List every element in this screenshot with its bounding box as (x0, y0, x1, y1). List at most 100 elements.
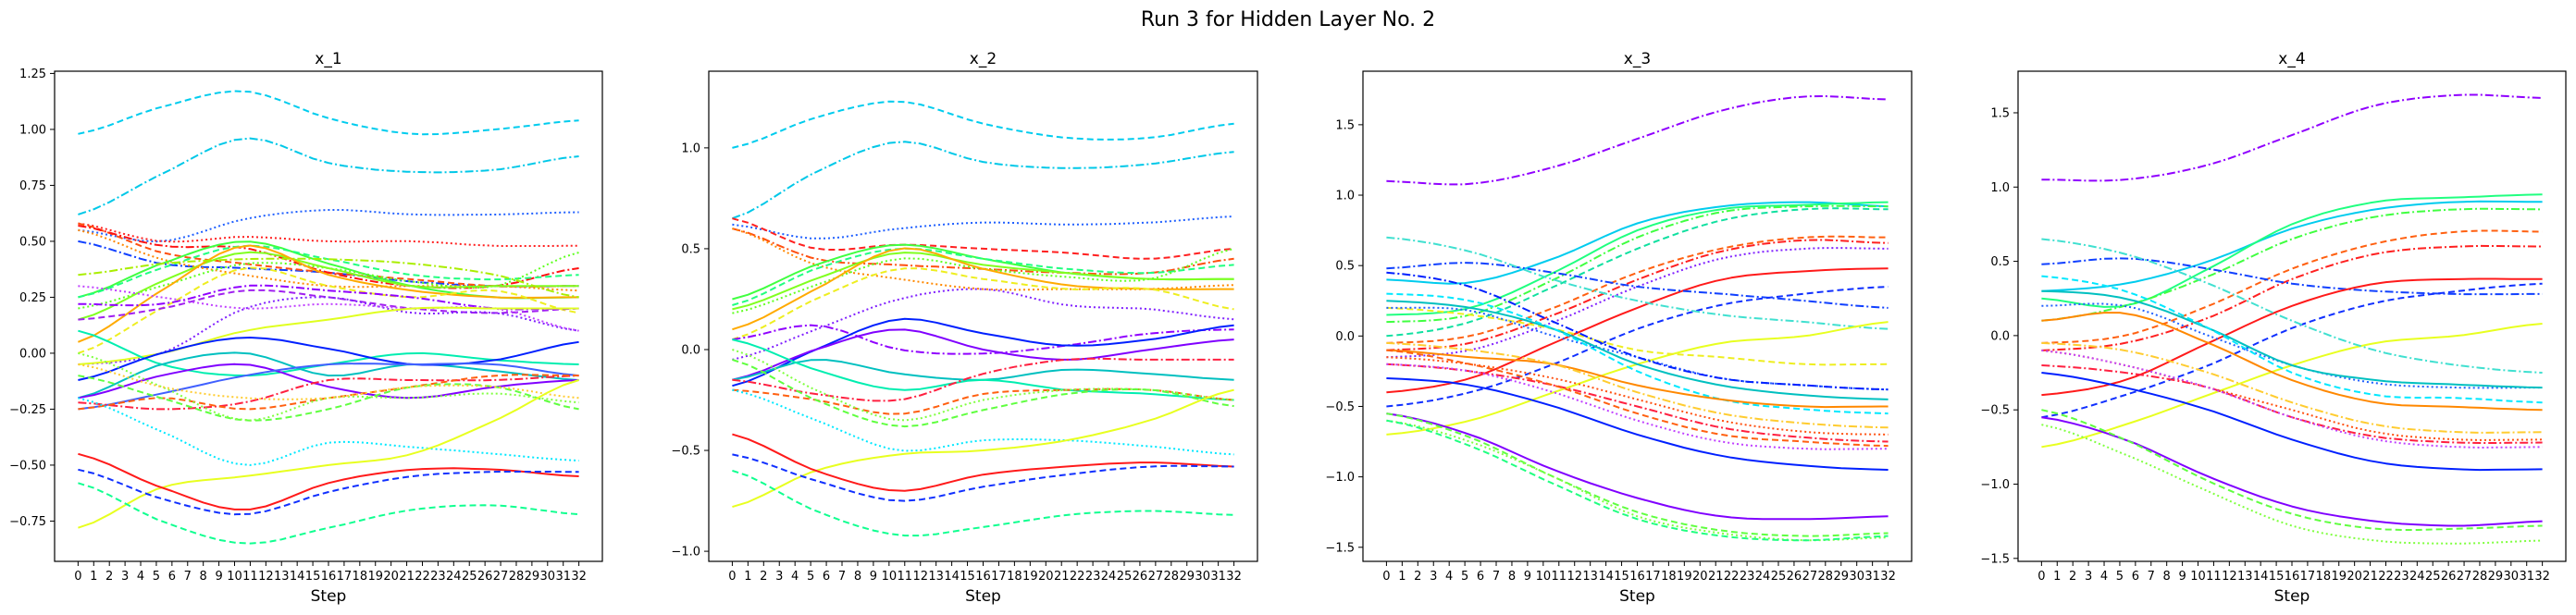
x-tick-label: 18 (2316, 570, 2332, 584)
x-tick-label: 0 (74, 570, 81, 584)
series-line-2 (78, 137, 579, 215)
x-tick-label: 28 (1164, 570, 1180, 584)
x-tick-label: 1 (90, 570, 97, 584)
axes-frame (2017, 70, 2567, 562)
series-line-9 (1386, 267, 1889, 394)
x-tick-label: 16 (321, 570, 337, 584)
y-tick-label: −0.5 (1325, 400, 1355, 414)
x-tick-label: 7 (1492, 570, 1500, 584)
series-line-28 (1386, 419, 1889, 542)
x-tick-label: 30 (2504, 570, 2520, 584)
x-tick-label: 4 (137, 570, 144, 584)
series-line-18 (732, 338, 1234, 401)
series-group (78, 90, 579, 545)
x-tick-label: 22 (1070, 570, 1085, 584)
series-line-18 (2041, 364, 2543, 444)
x-axis-label: Step (311, 587, 347, 606)
x-tick-label: 32 (1880, 570, 1896, 584)
x-tick-label: 27 (1148, 570, 1164, 584)
y-tick-label: −1.0 (1325, 471, 1355, 485)
x-axis-label: Step (2274, 587, 2310, 606)
axes-frame (708, 70, 1258, 562)
series-line-5 (1386, 207, 1889, 338)
series-line-12 (732, 267, 1234, 341)
x-tick-label: 14 (2253, 570, 2269, 584)
subplot-title: x_2 (970, 50, 997, 68)
series-line-7 (78, 228, 579, 292)
y-tick-label: 0.5 (681, 242, 700, 256)
x-tick-label: 27 (2457, 570, 2472, 584)
x-tick-label: 23 (1740, 570, 1755, 584)
series-line-21 (78, 329, 579, 377)
subplot-1: x_10 1 2 3 4 5 6 7 8 9 10 11 12 13 14 15 16 17 18 19 20 21 22 2… (9, 50, 603, 606)
x-tick-label: 27 (1802, 570, 1818, 584)
series-line-13 (732, 324, 1234, 355)
series-line-18 (1386, 292, 1889, 415)
series-line-8 (2041, 282, 2543, 419)
series-line-14 (2041, 275, 2543, 404)
y-tick-label: 0.00 (19, 347, 46, 361)
x-tick-label: 18 (353, 570, 368, 584)
series-line-26 (78, 375, 579, 411)
x-tick-label: 15 (2269, 570, 2285, 584)
y-tick-label: 1.5 (1990, 106, 2010, 120)
series-line-27 (1386, 412, 1889, 537)
series-line-11 (78, 252, 579, 310)
x-tick-label: 20 (1038, 570, 1054, 584)
x-tick-label: 31 (1864, 570, 1880, 584)
series-line-1 (2041, 93, 2543, 182)
series-line-19 (78, 285, 579, 332)
series-line-30 (78, 363, 579, 400)
series-line-14 (732, 288, 1234, 361)
series-line-2 (732, 141, 1234, 220)
x-tick-label: 26 (1787, 570, 1802, 584)
series-line-35 (78, 482, 579, 545)
x-tick-label: 26 (477, 570, 493, 584)
x-tick-label: 11 (1552, 570, 1567, 584)
x-tick-label: 14 (1598, 570, 1614, 584)
y-tick-label: 0.0 (681, 343, 700, 357)
series-line-21 (2041, 416, 2543, 527)
series-line-19 (2041, 349, 2543, 449)
subplot-title: x_1 (315, 50, 341, 68)
series-line-16 (2041, 341, 2543, 434)
series-line-1 (1386, 95, 1889, 186)
x-tick-label: 7 (2148, 570, 2155, 584)
x-tick-label: 21 (1054, 570, 1070, 584)
series-line-24 (78, 363, 579, 400)
series-line-22 (1386, 363, 1889, 443)
series-line-19 (1386, 349, 1889, 409)
y-tick-label: −0.5 (671, 445, 700, 459)
y-tick-label: −0.50 (9, 459, 46, 473)
x-tick-label: 23 (1085, 570, 1101, 584)
x-tick-label: 17 (2300, 570, 2316, 584)
figure-title: Run 3 for Hidden Layer No. 2 (1141, 8, 1435, 31)
x-tick-label: 29 (1833, 570, 1849, 584)
x-tick-label: 28 (2472, 570, 2488, 584)
series-line-9 (732, 252, 1234, 311)
x-tick-label: 3 (121, 570, 129, 584)
x-tick-label: 6 (168, 570, 176, 584)
x-tick-label: 30 (1195, 570, 1210, 584)
series-line-20 (2041, 372, 2543, 472)
y-tick-label: 0.0 (1335, 330, 1355, 344)
x-tick-label: 0 (728, 570, 736, 584)
series-line-3 (732, 215, 1234, 240)
x-tick-label: 18 (1007, 570, 1022, 584)
x-tick-label: 14 (290, 570, 305, 584)
x-tick-label: 30 (540, 570, 556, 584)
series-line-12 (1386, 236, 1889, 330)
x-tick-label: 1 (1398, 570, 1406, 584)
subplot-4: x_40 1 2 3 4 5 6 7 8 9 10 11 12 13 14 15 16 17 18 19 20 21 22 2… (1980, 50, 2567, 606)
x-tick-label: 19 (1677, 570, 1692, 584)
series-line-6 (1386, 235, 1889, 344)
x-tick-label: 3 (2085, 570, 2092, 584)
x-tick-label: 28 (509, 570, 525, 584)
x-tick-label: 19 (2331, 570, 2347, 584)
y-tick-label: 1.0 (1990, 181, 2010, 195)
series-line-14 (1386, 306, 1889, 366)
x-tick-label: 12 (2222, 570, 2237, 584)
x-tick-label: 26 (2441, 570, 2457, 584)
x-tick-label: 5 (2116, 570, 2124, 584)
x-tick-label: 25 (1771, 570, 1787, 584)
